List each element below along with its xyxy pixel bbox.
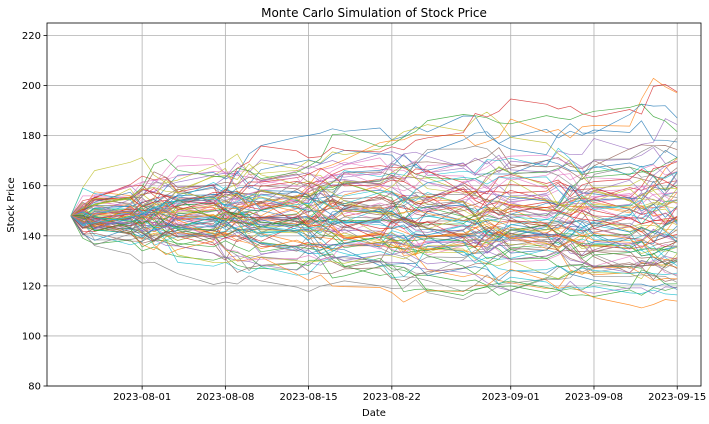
x-tick-label: 2023-09-01 [482, 392, 540, 403]
simulation-path [70, 157, 678, 241]
axes-frame [46, 22, 702, 387]
x-axis: 2023-08-01 2023-08-08 2023-08-15 2023-08-22… [113, 386, 706, 403]
y-tick-label: 100 [22, 331, 41, 342]
simulation-path [70, 147, 678, 219]
y-tick-label: 80 [28, 382, 41, 393]
simulation-path [70, 137, 678, 246]
simulation-path [70, 103, 678, 217]
simulation-path [70, 145, 678, 217]
simulation-path [70, 176, 678, 243]
y-tick-label: 180 [22, 131, 41, 142]
simulation-path [70, 191, 678, 281]
x-axis-title: Date [362, 408, 386, 419]
y-axis-title: Stock Price [6, 177, 17, 232]
simulation-path [70, 147, 678, 217]
simulation-path [70, 180, 678, 231]
simulation-path [70, 188, 678, 242]
simulation-path [70, 207, 678, 251]
simulation-path [70, 211, 678, 309]
simulation-path [70, 167, 678, 248]
simulation-path [70, 192, 678, 241]
simulation-path [70, 165, 678, 225]
simulation-path [70, 84, 678, 219]
simulation-path [70, 164, 678, 226]
simulation-path [70, 166, 678, 221]
simulation-path [70, 118, 678, 217]
simulation-path [70, 111, 678, 217]
simulation-path [70, 215, 678, 269]
simulation-path [70, 196, 678, 249]
x-tick-label: 2023-08-01 [113, 392, 171, 403]
y-tick-label: 200 [22, 81, 41, 92]
simulation-path [70, 202, 678, 260]
simulation-path [70, 185, 678, 221]
simulation-paths [70, 77, 678, 309]
simulation-path [70, 213, 678, 275]
x-tick-label: 2023-08-22 [363, 392, 421, 403]
simulation-path [70, 215, 678, 292]
simulation-path [70, 208, 678, 268]
simulation-path [70, 198, 678, 268]
simulation-path [70, 103, 678, 217]
x-tick-label: 2023-08-15 [280, 392, 338, 403]
y-tick-label: 140 [22, 231, 41, 242]
simulation-path [70, 215, 678, 254]
chart-title: Monte Carlo Simulation of Stock Price [261, 6, 487, 20]
simulation-path [70, 208, 678, 296]
simulation-path [70, 215, 678, 273]
simulation-path [70, 215, 678, 275]
y-tick-label: 120 [22, 281, 41, 292]
simulation-path [70, 115, 678, 225]
simulation-path [70, 205, 678, 263]
simulation-path [70, 185, 678, 232]
simulation-path [70, 189, 678, 246]
simulation-path [70, 194, 678, 290]
simulation-path [70, 215, 678, 300]
simulation-path [70, 201, 678, 242]
y-tick-label: 220 [22, 31, 41, 42]
x-tick-label: 2023-09-08 [565, 392, 623, 403]
simulation-path [70, 214, 678, 276]
y-axis: 80 100 120 140 160 180 200 220 [22, 31, 47, 393]
y-tick-label: 160 [22, 181, 41, 192]
x-tick-label: 2023-08-08 [196, 392, 254, 403]
simulation-path [70, 215, 678, 260]
x-tick-label: 2023-09-15 [648, 392, 706, 403]
simulation-path [70, 162, 678, 224]
